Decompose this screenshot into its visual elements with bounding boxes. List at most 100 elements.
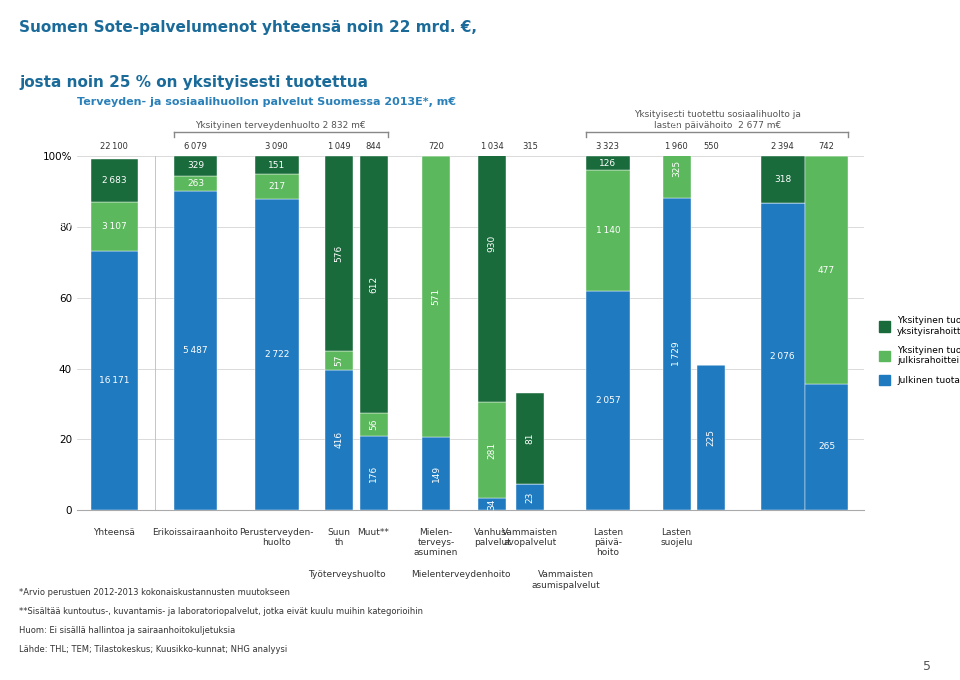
Text: 16 171: 16 171	[99, 376, 130, 385]
Text: Lasten
päivä-
hoito: Lasten päivä- hoito	[592, 528, 623, 558]
Text: Lasten
suojelu: Lasten suojelu	[660, 528, 693, 547]
Bar	[422, 156, 450, 437]
Text: 550: 550	[703, 142, 719, 151]
Bar	[761, 203, 804, 510]
Bar	[662, 198, 690, 510]
Text: 325: 325	[672, 160, 681, 177]
Text: 149: 149	[432, 465, 441, 482]
Text: 2 394: 2 394	[772, 142, 794, 151]
Bar	[516, 393, 543, 484]
Text: Osto-
palvelut
3 107: Osto- palvelut 3 107	[53, 209, 89, 239]
Text: 720: 720	[428, 142, 444, 151]
Text: 281: 281	[488, 442, 496, 459]
Bar	[478, 498, 506, 510]
Text: 56: 56	[369, 419, 378, 430]
Bar	[804, 156, 849, 384]
Text: 844: 844	[366, 142, 381, 151]
Text: 416: 416	[335, 431, 344, 448]
Bar	[91, 201, 137, 252]
Text: 1 034: 1 034	[481, 142, 504, 151]
Text: Yhteensä: Yhteensä	[93, 528, 135, 537]
Text: josta noin 25 % on yksityisesti tuotettua: josta noin 25 % on yksityisesti tuotettu…	[19, 75, 369, 90]
Text: Perusterveyden-
huolto: Perusterveyden- huolto	[239, 528, 314, 547]
Text: 231: 231	[672, 110, 681, 127]
Bar	[91, 252, 137, 510]
Text: 176: 176	[369, 464, 378, 481]
Text: 265: 265	[818, 443, 835, 452]
Text: *Arvio perustuen 2012-2013 kokonaiskustannusten muutokseen: *Arvio perustuen 2012-2013 kokonaiskusta…	[19, 588, 290, 597]
Bar	[586, 291, 630, 510]
Text: Erikoissairaanhoito: Erikoissairaanhoito	[153, 528, 238, 537]
Text: Työterveyshuolto: Työterveyshuolto	[308, 570, 386, 579]
Bar	[422, 437, 450, 510]
Text: 57: 57	[335, 354, 344, 366]
Text: Vanhus-
palvelut: Vanhus- palvelut	[474, 528, 511, 547]
Bar	[586, 170, 630, 291]
Text: 81: 81	[525, 433, 535, 445]
Bar	[174, 175, 217, 191]
Text: 23: 23	[525, 492, 535, 503]
Bar	[325, 351, 353, 370]
Text: 571: 571	[432, 288, 441, 305]
Text: 2 057: 2 057	[595, 396, 620, 405]
Bar	[254, 173, 299, 199]
Text: Vammaisten
avopalvelut: Vammaisten avopalvelut	[502, 528, 558, 547]
Text: 126: 126	[599, 158, 616, 167]
Text: 315: 315	[522, 142, 538, 151]
Bar	[174, 156, 217, 175]
Text: **Sisältää kuntoutus-, kuvantamis- ja laboratoriopalvelut, jotka eivät kuulu mui: **Sisältää kuntoutus-, kuvantamis- ja la…	[19, 607, 423, 616]
Bar	[325, 156, 353, 351]
Text: Julkinen
16 171: Julkinen 16 171	[54, 333, 89, 353]
Text: 1 049: 1 049	[328, 142, 350, 151]
Text: 34: 34	[488, 498, 496, 510]
Text: 2 722: 2 722	[265, 350, 289, 359]
Bar	[516, 484, 543, 510]
Text: 2 076: 2 076	[771, 352, 795, 361]
Text: 1 729: 1 729	[672, 342, 681, 367]
Text: Terveyden- ja sosiaalihuollon palvelut Suomessa 2013E*, m€: Terveyden- ja sosiaalihuollon palvelut S…	[77, 97, 456, 107]
Text: 2 683: 2 683	[102, 175, 127, 184]
Text: Huom: Ei sisällä hallintoa ja sairaanhoitokuljetuksia: Huom: Ei sisällä hallintoa ja sairaanhoi…	[19, 626, 235, 635]
Text: Suomen Sote-palvelumenot yhteensä noin 22 mrd. €,: Suomen Sote-palvelumenot yhteensä noin 2…	[19, 20, 477, 35]
Text: 477: 477	[818, 266, 835, 275]
Text: 3 090: 3 090	[265, 142, 288, 151]
Bar	[325, 370, 353, 510]
Text: Mielenterveydenhoito: Mielenterveydenhoito	[411, 570, 511, 579]
Text: 3 323: 3 323	[596, 142, 619, 151]
Text: 318: 318	[774, 175, 791, 184]
Bar	[662, 139, 690, 198]
Text: 5 487: 5 487	[183, 346, 207, 355]
Text: Lähde: THL; TEM; Tilastokeskus; Kuusikko-kunnat; NHG analyysi: Lähde: THL; TEM; Tilastokeskus; Kuusikko…	[19, 645, 287, 654]
Text: 612: 612	[369, 276, 378, 293]
Text: Yksityisesti tuotettu sosiaalihuolto ja
lasten päivähoito  2 677 m€: Yksityisesti tuotettu sosiaalihuolto ja …	[634, 110, 801, 130]
Bar	[478, 84, 506, 403]
Text: 22 100: 22 100	[101, 142, 129, 151]
Bar	[254, 199, 299, 510]
Bar	[478, 403, 506, 498]
Bar	[761, 156, 804, 203]
Text: 225: 225	[707, 429, 715, 446]
Text: Yksityinen terveydenhuolto 2 832 m€: Yksityinen terveydenhuolto 2 832 m€	[195, 121, 366, 130]
Bar	[586, 156, 630, 170]
Text: 151: 151	[268, 160, 285, 169]
Text: Muut**: Muut**	[358, 528, 390, 537]
Text: 930: 930	[488, 235, 496, 252]
Text: 576: 576	[335, 245, 344, 262]
Text: Suun
th: Suun th	[327, 528, 350, 547]
Text: 3 107: 3 107	[102, 222, 127, 231]
Text: 6 079: 6 079	[184, 142, 207, 151]
Bar	[174, 191, 217, 510]
Bar	[359, 437, 388, 510]
Text: Mielen-
terveys-
asuminen: Mielen- terveys- asuminen	[414, 528, 458, 558]
Bar	[254, 156, 299, 173]
Text: 1 140: 1 140	[595, 226, 620, 235]
Bar	[91, 158, 137, 201]
Bar	[359, 156, 388, 413]
Text: 329: 329	[187, 161, 204, 171]
Text: 742: 742	[819, 142, 834, 151]
Text: 217: 217	[268, 182, 285, 190]
Bar	[804, 384, 849, 510]
Bar	[359, 413, 388, 437]
Text: Yksityinen
2 683: Yksityinen 2 683	[43, 160, 89, 180]
Legend: Yksityinen tuotanto,
yksityisrahoitteinen, Yksityinen tuotanto,
julkisrahoittein: Yksityinen tuotanto, yksityisrahoitteine…	[876, 313, 960, 388]
